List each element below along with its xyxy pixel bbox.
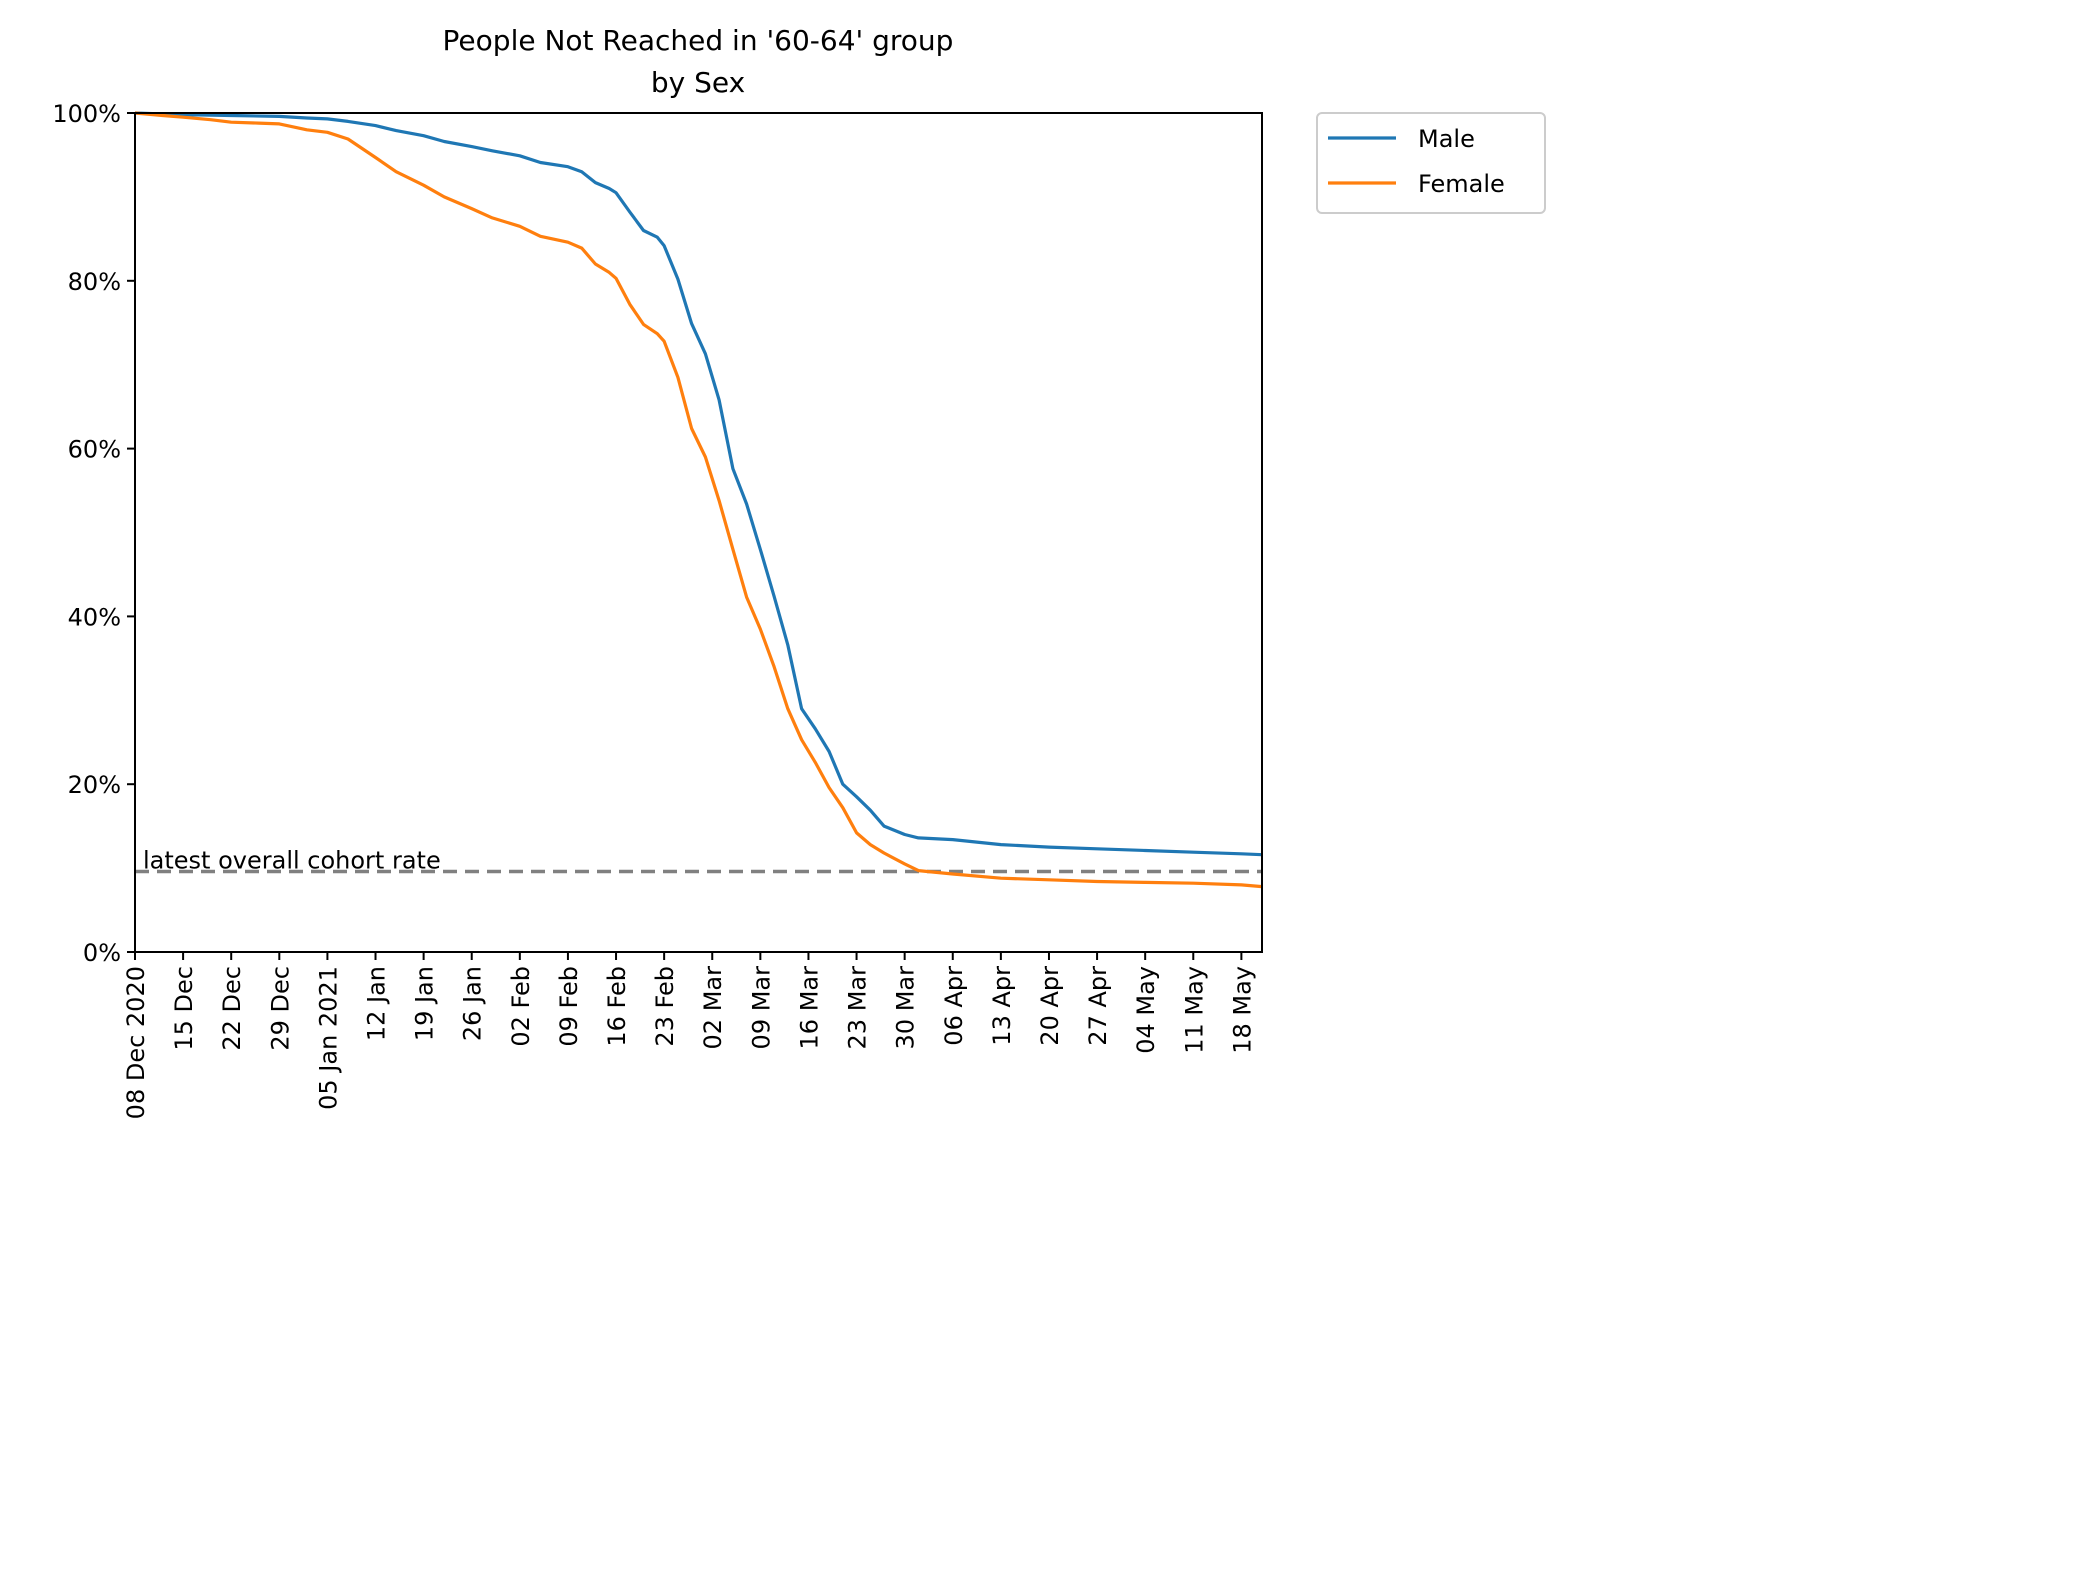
y-tick-label: 0% (83, 939, 121, 967)
legend-label-male: Male (1418, 125, 1475, 153)
x-tick-label: 09 Mar (747, 966, 775, 1050)
x-tick-label: 08 Dec 2020 (122, 966, 150, 1119)
reference-line-label: latest overall cohort rate (143, 846, 441, 874)
x-tick-label: 26 Jan (459, 966, 487, 1041)
x-tick-label: 04 May (1132, 966, 1160, 1054)
reference-line: latest overall cohort rate (135, 846, 1262, 874)
chart-subtitle: by Sex (651, 66, 745, 99)
series-line-female (134, 111, 1263, 889)
series-lines (134, 111, 1263, 889)
y-axis: 0% 20% 40% 60% 80% 100% (52, 100, 135, 967)
x-tick-label: 16 Mar (795, 966, 823, 1050)
x-tick-label: 09 Feb (555, 966, 583, 1047)
x-tick-label: 20 Apr (1036, 966, 1064, 1046)
x-tick-label: 22 Dec (218, 966, 246, 1051)
x-tick-label: 27 Apr (1084, 966, 1112, 1046)
plot-frame (134, 112, 1263, 953)
x-tick-label: 02 Feb (507, 966, 535, 1047)
x-tick-label: 23 Feb (651, 966, 679, 1047)
y-tick-label: 100% (52, 100, 121, 128)
chart-title: People Not Reached in '60-64' group (443, 24, 954, 57)
x-tick-label: 15 Dec (170, 966, 198, 1051)
x-tick-label: 11 May (1180, 966, 1208, 1054)
x-tick-label: 05 Jan 2021 (314, 966, 342, 1110)
y-tick-label: 40% (68, 603, 121, 631)
x-tick-label: 13 Apr (988, 966, 1016, 1046)
x-tick-label: 19 Jan (411, 966, 439, 1041)
x-tick-label: 23 Mar (844, 966, 872, 1050)
x-tick-label: 18 May (1228, 966, 1256, 1054)
y-tick-label: 60% (68, 436, 121, 464)
x-tick-label: 12 Jan (363, 966, 391, 1041)
x-tick-label: 30 Mar (892, 966, 920, 1050)
x-tick-label: 02 Mar (699, 966, 727, 1050)
series-line-male (134, 111, 1263, 857)
legend-label-female: Female (1418, 170, 1505, 198)
legend: Male Female (1316, 112, 1546, 214)
x-tick-label: 16 Feb (603, 966, 631, 1047)
x-tick-label: 06 Apr (940, 966, 968, 1046)
y-tick-label: 80% (68, 268, 121, 296)
y-tick-label: 20% (68, 771, 121, 799)
chart: People Not Reached in '60-64' group by S… (52, 24, 1546, 1119)
x-axis: 08 Dec 2020 15 Dec 22 Dec 29 Dec 05 Jan 2021… (122, 952, 1256, 1119)
x-tick-label: 29 Dec (266, 966, 294, 1051)
